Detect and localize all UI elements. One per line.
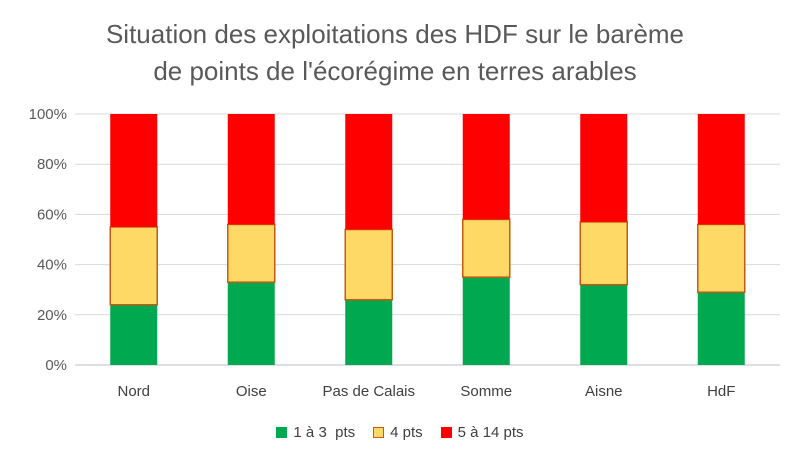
y-tick-label: 0% <box>45 357 67 374</box>
legend: 1 à 3 pts 4 pts 5 à 14 pts <box>0 424 800 441</box>
y-axis-ticks: 0% 20% 40% 60% 80% 100% <box>29 106 67 374</box>
bar-segment <box>227 223 276 283</box>
bar-segment <box>109 226 158 306</box>
y-tick-label: 20% <box>37 307 67 324</box>
bar-segment <box>579 221 628 286</box>
x-tick-label: Nord <box>117 383 150 400</box>
x-axis-labels: Nord Oise Pas de Calais Somme Aisne HdF <box>117 383 735 400</box>
bar-segment <box>110 304 158 365</box>
bars <box>109 114 746 365</box>
bar-segment <box>697 223 746 293</box>
legend-item: 4 pts <box>373 424 423 441</box>
bar-segment <box>227 282 275 365</box>
bar-segment <box>462 114 510 220</box>
legend-item: 1 à 3 pts <box>276 424 355 441</box>
legend-swatch <box>276 427 288 438</box>
bar-segment <box>697 292 745 365</box>
chart-title-line-1: Situation des exploitations des HDF sur … <box>105 19 685 49</box>
stacked-bar-chart: 0% 20% 40% 60% 80% 100% Nord Oise Pas de Calais… <box>29 106 780 400</box>
x-tick-label: Aisne <box>585 383 623 400</box>
bar-segment <box>580 284 628 365</box>
x-tick-label: Oise <box>236 383 267 400</box>
y-tick-label: 80% <box>37 156 67 173</box>
gridlines <box>75 113 780 366</box>
bar-segment <box>580 114 628 222</box>
x-tick-label: HdF <box>707 383 735 400</box>
bar-segment <box>345 114 393 230</box>
x-tick-label: Somme <box>460 383 512 400</box>
y-tick-label: 40% <box>37 257 67 274</box>
chart-title: Situation des exploitations des HDF sur … <box>0 16 790 90</box>
legend-label: 4 pts <box>390 424 423 441</box>
legend-swatch <box>373 427 385 438</box>
bar-segment <box>344 228 393 301</box>
legend-label: 5 à 14 pts <box>457 424 524 441</box>
bar-segment <box>227 114 275 225</box>
y-tick-label: 60% <box>37 206 67 223</box>
bar-segment <box>462 218 511 278</box>
legend-label: 1 à 3 pts <box>293 424 356 441</box>
bar-segment <box>462 277 510 365</box>
bar-segment <box>110 114 158 227</box>
bar-segment <box>345 299 393 365</box>
y-tick-label: 100% <box>29 106 67 123</box>
chart-title-line-2: de points de l'écorégime en terres arabl… <box>153 56 637 86</box>
bar-segment <box>697 114 745 225</box>
legend-item: 5 à 14 pts <box>440 424 524 441</box>
legend-swatch <box>440 427 452 438</box>
x-tick-label: Pas de Calais <box>322 383 415 400</box>
